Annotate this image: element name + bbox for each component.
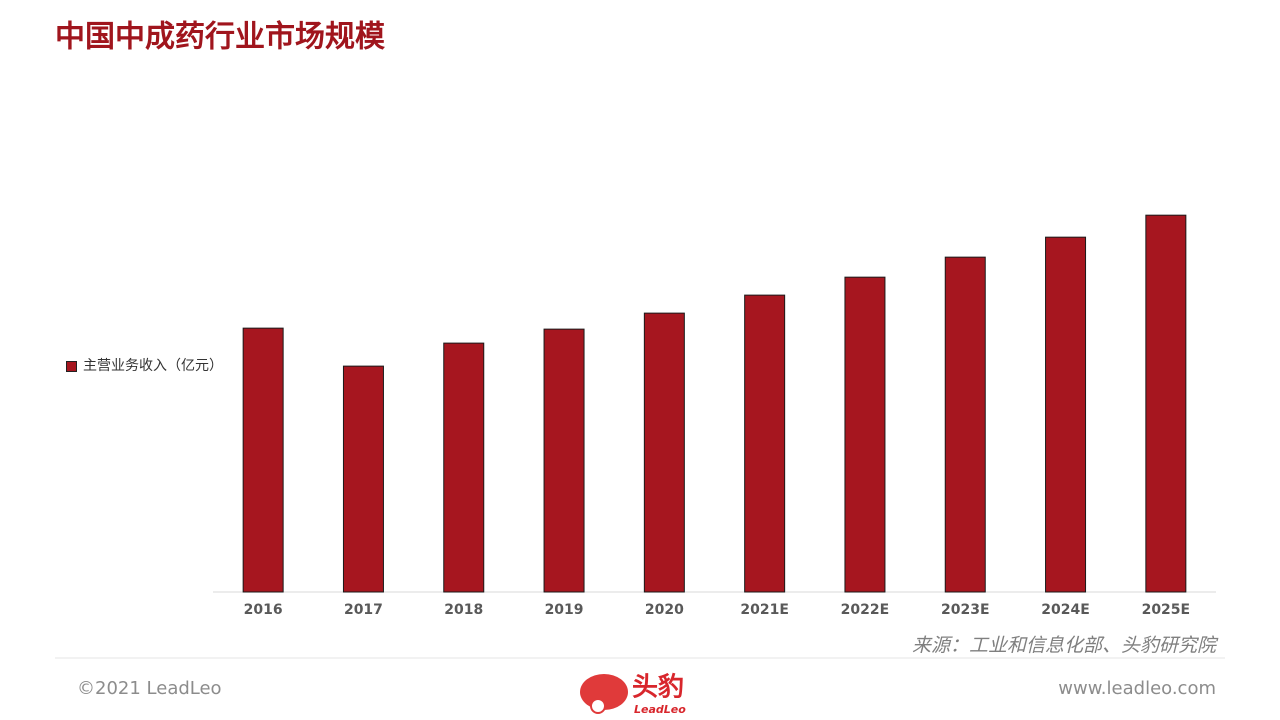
bar [342, 365, 384, 593]
bar [1145, 214, 1187, 593]
x-tick-label: 2023E [941, 602, 990, 618]
website: www.leadleo.com [1058, 678, 1216, 699]
legend-swatch [66, 361, 77, 372]
copyright: ©2021 LeadLeo [77, 678, 222, 699]
x-tick-label: 2017 [344, 602, 383, 618]
bar [543, 328, 585, 593]
bar [242, 327, 284, 593]
bar [944, 256, 986, 593]
bar [744, 294, 786, 593]
source: 来源：工业和信息化部、头豹研究院 [912, 635, 1219, 657]
legend: 主营业务收入（亿元） [66, 356, 223, 376]
x-tick-label: 2021E [740, 602, 789, 618]
logo-sub: LeadLeo [634, 703, 686, 716]
x-tick-label: 2022E [841, 602, 890, 618]
x-tick-label: 2016 [244, 602, 283, 618]
x-tick-label: 2020 [645, 602, 684, 618]
bar [643, 312, 685, 593]
x-tick-label: 2019 [545, 602, 584, 618]
bar [1045, 236, 1087, 593]
bar [443, 342, 485, 593]
x-tick-label: 2018 [444, 602, 483, 618]
legend-label: 主营业务收入（亿元） [83, 358, 223, 374]
x-tick-label: 2025E [1142, 602, 1191, 618]
bar [844, 276, 886, 593]
x-tick-label: 2024E [1041, 602, 1090, 618]
chart-title: 中国中成药行业市场规模 [55, 20, 385, 55]
logo: 头豹 LeadLeo [580, 672, 686, 716]
logo-icon-wheel [590, 698, 606, 714]
logo-text: 头豹 [632, 672, 684, 703]
